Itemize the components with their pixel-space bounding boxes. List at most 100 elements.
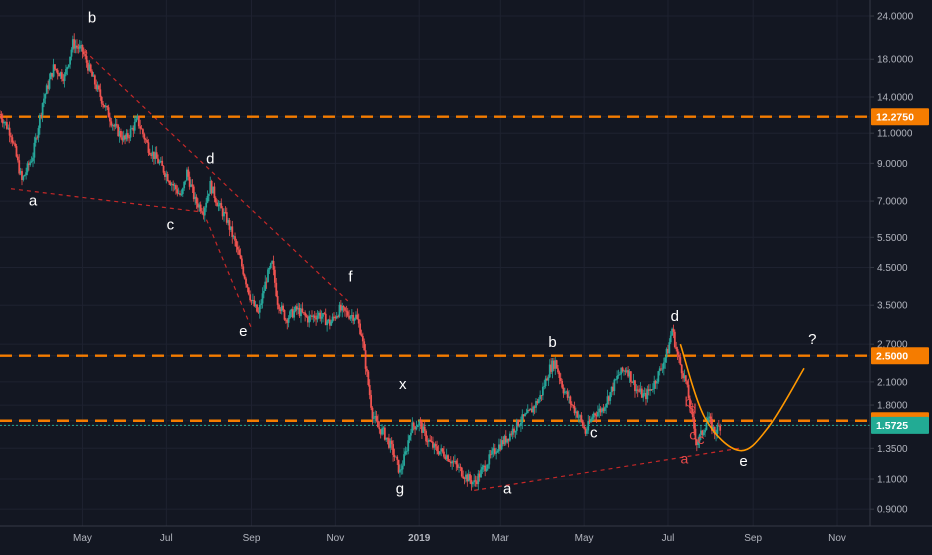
candle-body: [507, 438, 510, 441]
candle-body: [103, 105, 106, 108]
candle-body: [190, 184, 192, 187]
candle-body: [489, 454, 492, 456]
candle-body: [449, 461, 452, 464]
candle-body: [552, 360, 555, 369]
candle-body: [526, 409, 529, 414]
candle-body: [339, 304, 342, 311]
candle-body: [704, 429, 706, 433]
candle-body: [360, 334, 363, 336]
candle-body: [599, 408, 602, 413]
candle-body: [15, 146, 18, 157]
candle-body: [81, 44, 84, 52]
candle-body: [223, 211, 225, 217]
candle-body: [481, 467, 484, 470]
candle-body: [40, 115, 43, 116]
candle-body: [239, 254, 242, 259]
candle-body: [454, 461, 456, 463]
candle-body: [602, 408, 605, 411]
candle-body: [334, 317, 337, 319]
candle-body: [569, 396, 572, 404]
candle-body: [539, 395, 542, 400]
candle-body: [5, 121, 8, 129]
candle-body: [216, 202, 219, 207]
candle-body: [606, 396, 609, 405]
time-tick-label: Sep: [744, 533, 762, 544]
candle-body: [713, 426, 716, 435]
candle-body: [51, 73, 54, 77]
candle-body: [540, 395, 543, 396]
candle-body: [220, 203, 223, 209]
candle-body: [689, 398, 691, 409]
candle-body: [487, 464, 489, 469]
candle-body: [482, 465, 485, 468]
candle-body: [691, 409, 694, 418]
candle-body: [673, 331, 676, 348]
candle-body: [256, 304, 258, 312]
candle-body: [269, 263, 272, 268]
candle-body: [60, 72, 63, 79]
candle-body: [287, 317, 290, 323]
candle-body: [423, 426, 426, 431]
candle-body: [682, 373, 684, 379]
candle-body: [73, 39, 76, 49]
candle-body: [416, 425, 419, 428]
projection-curve: [679, 343, 805, 452]
candle-body: [34, 137, 37, 143]
time-tick-label: Jul: [662, 533, 675, 544]
candle-body: [541, 386, 544, 396]
candle-body: [370, 395, 372, 408]
candle-body: [544, 378, 547, 387]
candle-body: [675, 347, 678, 350]
candle-body: [350, 315, 353, 317]
candle-body: [221, 208, 224, 217]
candle-body: [331, 316, 334, 322]
candle-body: [585, 430, 588, 434]
candle-body: [198, 204, 201, 208]
candle-body: [529, 408, 532, 411]
candle-body: [596, 412, 599, 417]
candle-body: [672, 328, 675, 332]
candle-body: [168, 180, 170, 183]
time-axis[interactable]: May Jul Sep Nov 2019 Mar May Jul Sep Nov: [0, 525, 932, 550]
candle-body: [23, 175, 26, 177]
candle-body: [109, 117, 111, 122]
candle-body: [151, 151, 154, 156]
candle-body: [282, 305, 285, 311]
candle-body: [377, 420, 379, 428]
candle-body: [558, 372, 561, 378]
wave-label: c: [689, 427, 696, 443]
candle-body: [356, 314, 359, 320]
wave-label: d: [671, 308, 679, 325]
candle-body: [557, 368, 559, 373]
candle-body: [18, 160, 21, 174]
candle-body: [257, 311, 260, 313]
candle-body: [514, 430, 517, 433]
candle-body: [584, 428, 587, 434]
candle-body: [493, 448, 496, 454]
price-tag-label: 12.2750: [876, 112, 914, 124]
wave-label: g: [396, 480, 404, 497]
candle-body: [180, 193, 183, 195]
candle-body: [172, 183, 175, 186]
candle-body: [348, 315, 350, 319]
candle-body: [85, 55, 88, 63]
candle-body: [243, 274, 246, 279]
wave-label: x: [399, 376, 407, 393]
candle-body: [157, 158, 159, 164]
candle-body: [96, 85, 99, 90]
candle-body: [311, 315, 313, 317]
candle-body: [389, 440, 392, 448]
candle-body: [711, 418, 713, 431]
candle-body: [114, 124, 117, 127]
candle-body: [231, 226, 234, 237]
price-axis[interactable]: 24.0000 18.0000 14.0000 11.0000 9.0000 7.0000…: [869, 0, 932, 550]
price-tick-label: 14.0000: [877, 92, 914, 103]
candle-body: [462, 476, 465, 479]
candle-body: [378, 427, 381, 430]
candle-body: [162, 165, 165, 173]
candle-body: [10, 135, 12, 138]
candle-body: [225, 212, 228, 223]
candle-body: [636, 389, 639, 391]
